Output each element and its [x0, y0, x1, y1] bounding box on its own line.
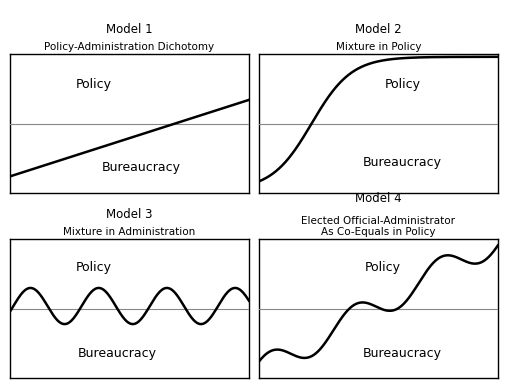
Text: Model 1: Model 1: [106, 23, 153, 36]
Text: Policy: Policy: [365, 261, 401, 274]
Text: Bureaucracy: Bureaucracy: [363, 347, 442, 360]
Text: Policy: Policy: [385, 78, 420, 91]
Text: Mixture in Administration: Mixture in Administration: [64, 227, 196, 237]
Text: Bureaucracy: Bureaucracy: [78, 347, 157, 360]
Text: Elected Official-Administrator
As Co-Equals in Policy: Elected Official-Administrator As Co-Equ…: [301, 216, 456, 237]
Text: Bureaucracy: Bureaucracy: [102, 161, 181, 174]
Text: Policy-Administration Dichotomy: Policy-Administration Dichotomy: [45, 42, 214, 52]
Text: Mixture in Policy: Mixture in Policy: [336, 42, 421, 52]
Text: Policy: Policy: [76, 78, 112, 91]
Text: Model 4: Model 4: [355, 192, 402, 205]
Text: Model 2: Model 2: [355, 23, 402, 36]
Text: Policy: Policy: [76, 261, 112, 274]
Text: Bureaucracy: Bureaucracy: [363, 156, 442, 169]
Text: Model 3: Model 3: [106, 208, 153, 221]
